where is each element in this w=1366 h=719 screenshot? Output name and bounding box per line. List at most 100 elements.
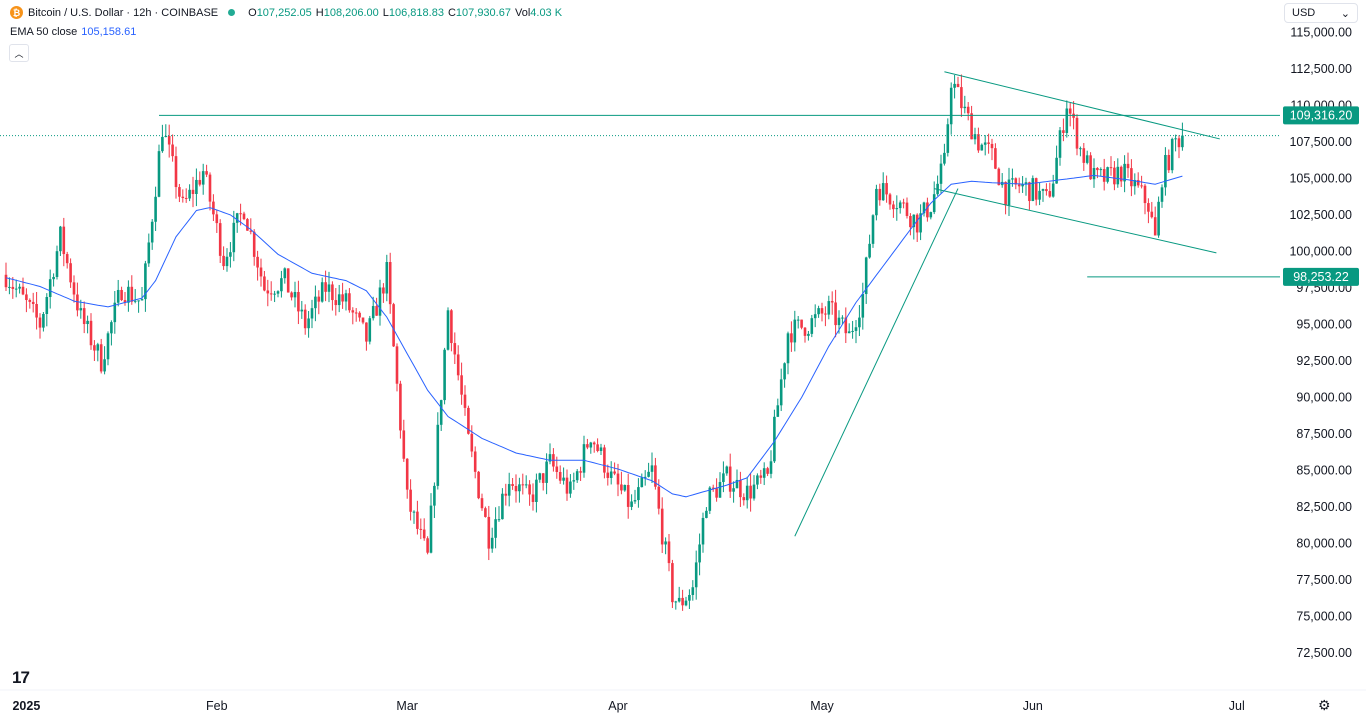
candle-body — [603, 447, 606, 473]
candle-body — [681, 597, 684, 606]
candle-body — [647, 471, 650, 477]
candle-body — [69, 263, 72, 283]
candle-body — [858, 317, 861, 328]
price-tick-label: 85,000.00 — [1296, 464, 1352, 478]
candle-body — [1157, 201, 1160, 236]
candle-body — [93, 345, 96, 351]
candle-body — [660, 508, 664, 545]
candle-body — [1041, 189, 1045, 191]
candle-body — [167, 135, 171, 145]
trend-line — [794, 188, 959, 537]
ema-label: EMA 50 close — [10, 26, 78, 38]
price-tick-label: 90,000.00 — [1296, 390, 1352, 404]
symbol-title[interactable]: Bitcoin / U.S. Dollar · 12h · COINBASE — [28, 6, 219, 19]
candle-body — [222, 255, 225, 267]
candle-body — [137, 300, 140, 302]
candle-body — [14, 288, 18, 290]
candle-body — [42, 313, 45, 328]
candle-body — [303, 309, 307, 329]
trend-line — [944, 71, 1220, 140]
candle-body — [368, 318, 372, 342]
candle-body — [314, 296, 317, 309]
candle-body — [426, 538, 429, 553]
candle-body — [511, 484, 514, 486]
candle-body — [273, 293, 276, 295]
candle-body — [830, 301, 834, 303]
low-label: L — [382, 6, 389, 19]
low-value: 106,818.83 — [388, 6, 444, 19]
candle-body — [11, 286, 15, 289]
candle-body — [881, 183, 885, 201]
candle-body — [558, 471, 562, 481]
candle-body — [922, 202, 926, 214]
candle-body — [786, 333, 790, 364]
candle-body — [443, 349, 446, 401]
candle-body — [963, 106, 967, 109]
candle-body — [841, 317, 844, 319]
candle-body — [1170, 138, 1174, 171]
candle-body — [45, 297, 49, 314]
candle-body — [497, 519, 501, 521]
ema-legend[interactable]: EMA 50 close 105,158.61 — [10, 26, 136, 38]
candle-body — [106, 333, 110, 360]
candle-body — [201, 171, 205, 185]
candle-body — [538, 473, 542, 480]
candle-body — [1147, 203, 1150, 212]
candle-body — [667, 541, 671, 564]
price-tick-label: 115,000.00 — [1290, 25, 1352, 39]
candle-body — [416, 511, 419, 529]
candle-body — [178, 187, 181, 197]
candle-body — [1116, 166, 1120, 185]
price-tick-label: 87,500.00 — [1296, 427, 1352, 441]
candle-body — [225, 256, 229, 267]
candle-body — [919, 213, 922, 233]
candle-body — [735, 479, 739, 489]
candle-body — [698, 544, 701, 563]
candle-body — [317, 296, 321, 302]
candle-body — [773, 416, 776, 462]
currency-select[interactable]: USD ⌄ — [1284, 3, 1358, 23]
price-label-badge — [1283, 106, 1359, 125]
candle-body — [388, 262, 392, 305]
candle-body — [494, 519, 497, 538]
candle-body — [120, 289, 123, 301]
candle-body — [1017, 184, 1021, 187]
candle-body — [300, 309, 304, 312]
candle-body — [939, 163, 943, 184]
price-tick-label: 105,000.00 — [1289, 171, 1352, 185]
candle-body — [871, 215, 875, 244]
gear-icon[interactable]: ⚙ — [1318, 697, 1331, 713]
candle-body — [769, 461, 773, 474]
candle-body — [1014, 178, 1018, 185]
candle-body — [256, 256, 259, 268]
candle-body — [307, 318, 310, 329]
candle-body — [399, 383, 402, 431]
candle-body — [1119, 166, 1123, 182]
candle-body — [154, 196, 157, 222]
candle-body — [742, 497, 746, 501]
candle-body — [684, 600, 688, 606]
candle-body — [470, 433, 474, 452]
candle-body — [31, 301, 35, 304]
candle-body — [276, 291, 280, 294]
candle-body — [701, 517, 705, 545]
candle-body — [854, 327, 858, 331]
legend-collapse-button[interactable]: ︿ — [9, 44, 29, 62]
candle-body — [674, 601, 678, 603]
candle-body — [824, 313, 827, 315]
candle-body — [898, 202, 902, 209]
time-tick-label: Jun — [1023, 699, 1043, 713]
candle-body — [239, 213, 242, 215]
candle-body — [467, 407, 470, 434]
candle-body — [902, 202, 905, 204]
candle-body — [1133, 180, 1137, 187]
candle-body — [395, 346, 399, 384]
candle-body — [650, 465, 654, 472]
candle-body — [932, 194, 936, 213]
tradingview-logo-icon[interactable]: 17 — [12, 668, 30, 687]
candle-body — [739, 479, 742, 498]
candle-body — [130, 286, 134, 302]
candle-body — [8, 286, 11, 288]
candle-body — [1007, 179, 1011, 206]
